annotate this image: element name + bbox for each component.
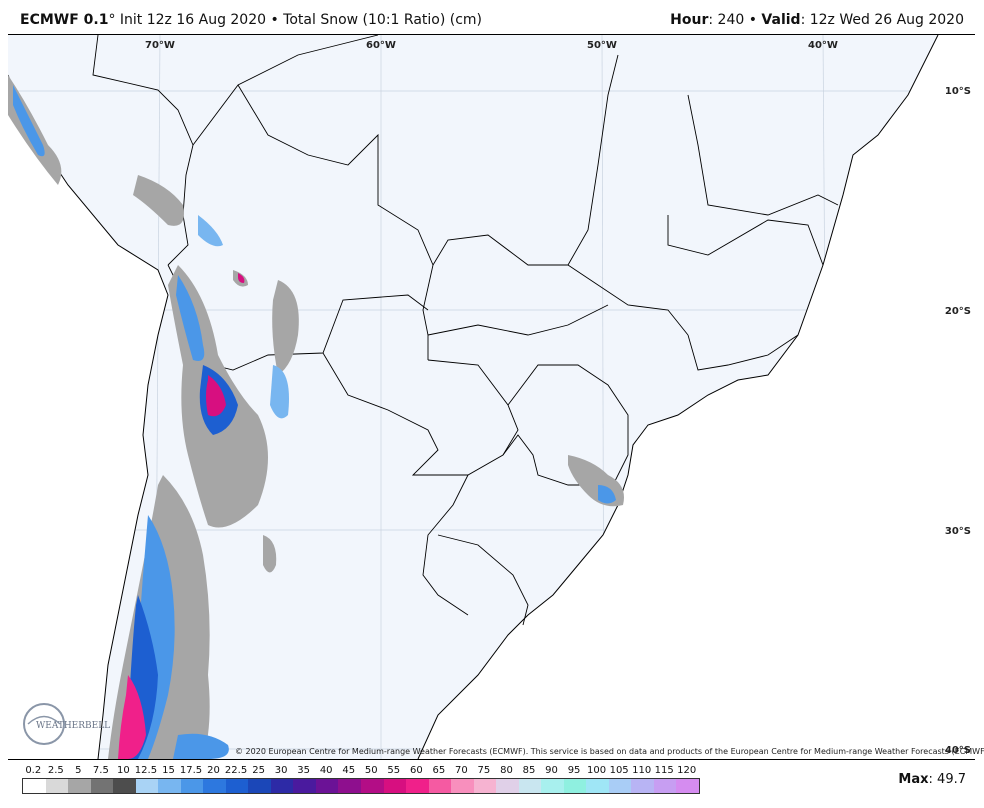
lon-label-70w: 70°W bbox=[145, 40, 175, 51]
colorbar-tick-label: 105 bbox=[609, 765, 629, 776]
colorbar-tick-label: 55 bbox=[387, 765, 401, 776]
lat-label-10s: 10°S bbox=[945, 86, 971, 97]
colorbar-swatch bbox=[113, 779, 136, 793]
colorbar-tick-label: 50 bbox=[364, 765, 378, 776]
west-coastline bbox=[8, 74, 169, 759]
lon-label-50w: 50°W bbox=[587, 40, 617, 51]
colorbar-swatch bbox=[473, 779, 497, 793]
colorbar-swatch bbox=[248, 779, 271, 793]
lat-label-40s: 40°S bbox=[945, 745, 971, 756]
colorbar-swatch bbox=[68, 779, 91, 793]
colorbar-tick-label: 5 bbox=[75, 765, 82, 776]
colorbar-swatch bbox=[586, 779, 609, 793]
snowfall-field bbox=[8, 75, 624, 759]
valid-value: : 12z Wed 26 Aug 2020 bbox=[800, 12, 964, 28]
svg-text:WEATHERBELL: WEATHERBELL bbox=[36, 721, 110, 731]
colorbar-swatch bbox=[23, 779, 46, 793]
colorbar-tick-label: 45 bbox=[342, 765, 356, 776]
pacific-ocean bbox=[8, 75, 168, 759]
east-coastline bbox=[417, 35, 939, 759]
colorbar-tick-label: 17.5 bbox=[179, 765, 203, 776]
hour-label: Hour bbox=[670, 12, 709, 28]
colorbar-tick-label: 100 bbox=[587, 765, 607, 776]
init-text: Init 12z 16 Aug 2020 • Total Snow (10:1 … bbox=[115, 12, 483, 28]
colorbar-swatch bbox=[315, 779, 339, 793]
colorbar-swatch bbox=[676, 779, 699, 793]
colorbar-tick-label: 2.5 bbox=[47, 765, 64, 776]
colorbar-swatch bbox=[338, 779, 361, 793]
colorbar-swatch bbox=[496, 779, 519, 793]
max-label: Max bbox=[898, 772, 929, 787]
colorbar-swatch bbox=[90, 779, 114, 793]
colorbar-swatch bbox=[518, 779, 542, 793]
hour-value: : 240 • bbox=[708, 12, 762, 28]
colorbar-tick-label: 12.5 bbox=[134, 765, 158, 776]
colorbar-swatch bbox=[45, 779, 69, 793]
header: ECMWF 0.1° Init 12z 16 Aug 2020 • Total … bbox=[0, 0, 984, 34]
colorbar-swatch bbox=[653, 779, 677, 793]
colorbar-swatch bbox=[383, 779, 407, 793]
colorbar-tick-label: 95 bbox=[567, 765, 581, 776]
colorbar-tick-label: 30 bbox=[274, 765, 288, 776]
colorbar-tick-label: 40 bbox=[319, 765, 333, 776]
colorbar-swatch bbox=[158, 779, 181, 793]
colorbar-tick-label: 25 bbox=[252, 765, 265, 776]
colorbar-swatch bbox=[135, 779, 159, 793]
max-number: : 49.7 bbox=[928, 772, 966, 787]
colorbar-swatch bbox=[428, 779, 452, 793]
colorbar-swatch bbox=[608, 779, 632, 793]
colorbar-tick-label: 20 bbox=[207, 765, 220, 776]
colorbar-swatch bbox=[293, 779, 316, 793]
weatherbell-logo: WEATHERBELL bbox=[23, 703, 110, 745]
map-area[interactable]: 70°W 60°W 50°W 40°W 10°S 20°S 30°S 40°S … bbox=[8, 34, 975, 760]
colorbar-swatch bbox=[451, 779, 474, 793]
colorbar-swatch bbox=[203, 779, 226, 793]
degree-symbol: ° bbox=[108, 12, 116, 28]
colorbar-tick-label: 90 bbox=[545, 765, 558, 776]
colorbar-tick-label: 115 bbox=[654, 765, 674, 776]
colorbar-tick-label: 85 bbox=[522, 765, 536, 776]
colorbar-tick-label: 7.5 bbox=[92, 765, 109, 776]
colorbar-swatch bbox=[541, 779, 564, 793]
colorbar-tick-label: 15 bbox=[162, 765, 175, 776]
atlantic-ocean bbox=[418, 35, 975, 759]
copyright-notice: © 2020 European Centre for Medium-range … bbox=[235, 747, 984, 756]
colorbar-swatch bbox=[563, 779, 587, 793]
colorbar bbox=[22, 778, 700, 794]
valid-label: Valid bbox=[761, 12, 801, 28]
max-value: Max: 49.7 bbox=[898, 772, 966, 787]
colorbar-tick-label: 0.2 bbox=[25, 765, 42, 776]
lon-label-60w: 60°W bbox=[366, 40, 396, 51]
valid-time: Hour: 240 • Valid: 12z Wed 26 Aug 2020 bbox=[670, 12, 964, 28]
colorbar-tick-label: 70 bbox=[455, 765, 468, 776]
country-borders bbox=[92, 35, 839, 626]
colorbar-tick-label: 80 bbox=[500, 765, 513, 776]
colorbar-tick-label: 22.5 bbox=[224, 765, 248, 776]
lon-label-40w: 40°W bbox=[808, 40, 838, 51]
colorbar-swatch bbox=[406, 779, 429, 793]
colorbar-tick-label: 35 bbox=[297, 765, 311, 776]
model-name: ECMWF 0.1 bbox=[20, 12, 109, 28]
colorbar-tick-label: 110 bbox=[632, 765, 652, 776]
lat-label-30s: 30°S bbox=[945, 526, 971, 537]
colorbar-tick-label: 75 bbox=[477, 765, 491, 776]
colorbar-swatch bbox=[225, 779, 249, 793]
colorbar-tick-label: 60 bbox=[409, 765, 423, 776]
colorbar-swatch bbox=[180, 779, 204, 793]
colorbar-tick-label: 120 bbox=[677, 765, 697, 776]
colorbar-swatch bbox=[270, 779, 294, 793]
lat-label-20s: 20°S bbox=[945, 306, 971, 317]
colorbar-tick-label: 65 bbox=[432, 765, 446, 776]
colorbar-swatch bbox=[631, 779, 654, 793]
colorbar-tick-label: 10 bbox=[117, 765, 130, 776]
map-title: ECMWF 0.1° Init 12z 16 Aug 2020 • Total … bbox=[20, 12, 482, 28]
map-canvas: 70°W 60°W 50°W 40°W 10°S 20°S 30°S 40°S bbox=[8, 35, 975, 759]
colorbar-swatch bbox=[360, 779, 384, 793]
